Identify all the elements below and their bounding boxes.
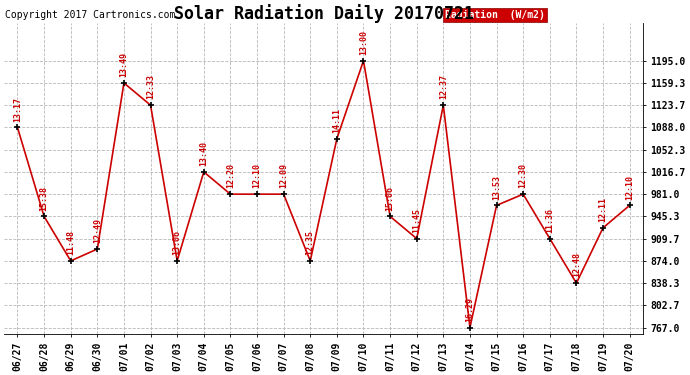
Text: 13:40: 13:40 — [199, 141, 208, 166]
Text: 15:38: 15:38 — [39, 186, 48, 210]
Text: 11:36: 11:36 — [545, 208, 554, 233]
Text: 11:48: 11:48 — [66, 230, 75, 255]
Title: Solar Radiation Daily 20170721: Solar Radiation Daily 20170721 — [174, 4, 473, 23]
Text: 14:11: 14:11 — [333, 108, 342, 133]
Text: 12:11: 12:11 — [598, 197, 607, 222]
Text: 13:17: 13:17 — [13, 97, 22, 122]
Text: 12:30: 12:30 — [519, 163, 528, 188]
Text: 13:00: 13:00 — [359, 30, 368, 55]
Text: 12:33: 12:33 — [146, 74, 155, 99]
Text: 12:09: 12:09 — [279, 163, 288, 188]
Text: 11:45: 11:45 — [412, 208, 421, 233]
Text: 16:29: 16:29 — [466, 297, 475, 322]
Text: 12:48: 12:48 — [572, 252, 581, 277]
Text: 12:35: 12:35 — [306, 230, 315, 255]
Text: Radiation  (W/m2): Radiation (W/m2) — [445, 10, 545, 20]
Text: 12:10: 12:10 — [253, 163, 262, 188]
Text: 13:53: 13:53 — [492, 174, 501, 200]
Text: 12:10: 12:10 — [625, 174, 634, 200]
Text: 13:49: 13:49 — [119, 52, 128, 77]
Text: 12:49: 12:49 — [93, 218, 102, 243]
Text: 12:20: 12:20 — [226, 163, 235, 188]
Text: 13:06: 13:06 — [172, 230, 181, 255]
Text: Copyright 2017 Cartronics.com: Copyright 2017 Cartronics.com — [5, 10, 175, 20]
Text: 15:06: 15:06 — [386, 186, 395, 210]
Text: 12:37: 12:37 — [439, 74, 448, 99]
